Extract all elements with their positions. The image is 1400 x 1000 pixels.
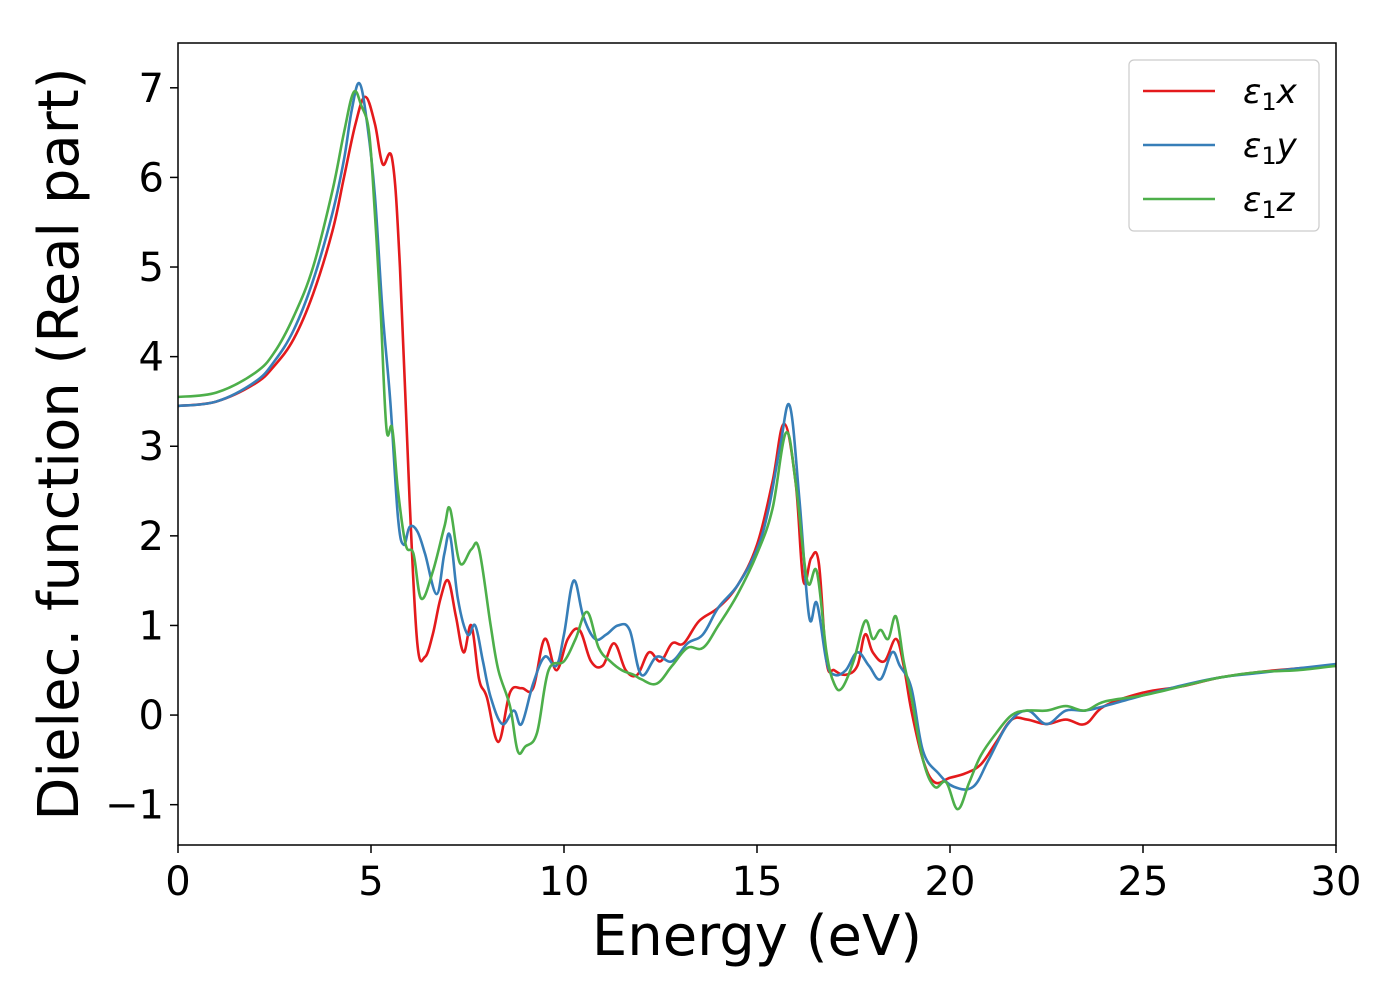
x-tick-label: 0 — [165, 859, 190, 905]
y-tick-label: 1 — [139, 603, 164, 649]
x-tick-label: 10 — [539, 859, 590, 905]
series-layer — [177, 81, 1337, 811]
y-tick-label: −1 — [105, 783, 164, 829]
y-axis-title: Dielec. function (Real part) — [27, 67, 92, 820]
x-tick-label: 25 — [1118, 859, 1169, 905]
y-tick-label: 0 — [139, 693, 164, 739]
y-tick-label: 5 — [139, 245, 164, 291]
x-tick-label: 30 — [1311, 859, 1362, 905]
legend-label-y: ε1y — [1243, 126, 1298, 170]
y-tick-label: 2 — [139, 514, 164, 560]
legend-label-x: ε1x — [1243, 72, 1298, 116]
x-tick-label: 5 — [358, 859, 383, 905]
x-axis-title: Energy (eV) — [592, 904, 922, 969]
legend: ε1x ε1y ε1z — [1128, 59, 1320, 232]
y-axis: −1 0 1 2 3 4 5 6 7 — [105, 66, 178, 829]
x-tick-label: 20 — [925, 859, 976, 905]
legend-box — [1128, 59, 1320, 232]
series-line-z — [177, 89, 1337, 811]
legend-label-z: ε1z — [1243, 180, 1296, 224]
y-tick-label: 4 — [139, 335, 164, 381]
x-axis: 0 5 10 15 20 25 30 — [165, 845, 1361, 905]
y-tick-label: 3 — [139, 424, 164, 470]
y-tick-label: 7 — [139, 66, 164, 112]
x-tick-label: 15 — [732, 859, 783, 905]
series-line-y — [177, 81, 1337, 791]
y-tick-label: 6 — [139, 155, 164, 201]
